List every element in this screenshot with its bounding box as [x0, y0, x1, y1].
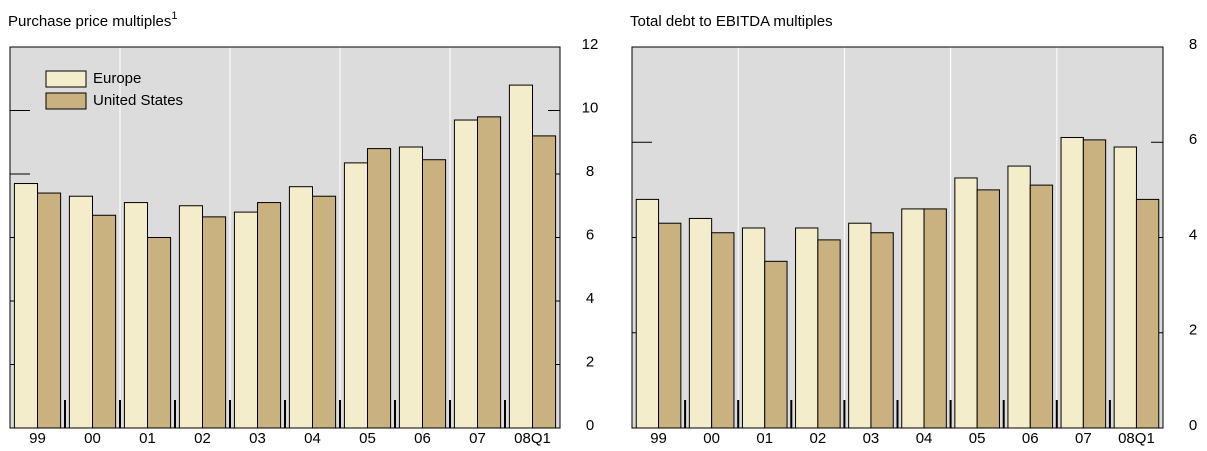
bar	[954, 177, 978, 429]
x-tick-label: 99	[650, 430, 667, 446]
bar	[68, 195, 94, 429]
legend-swatch	[45, 92, 87, 110]
bar	[453, 119, 478, 429]
bar	[635, 198, 660, 429]
y-tick-label: 0	[1189, 417, 1197, 434]
bar	[658, 222, 682, 429]
x-tick-label: 03	[863, 430, 880, 446]
bar	[312, 195, 337, 429]
bar	[1082, 139, 1107, 429]
bar	[923, 208, 947, 429]
bar	[477, 116, 502, 429]
bar	[795, 227, 819, 429]
chart-title: Purchase price multiples1	[8, 10, 178, 30]
bar	[711, 232, 735, 429]
legend-label: United States	[93, 92, 183, 109]
title-footnote: 1	[171, 10, 177, 22]
x-tick-label: 05	[359, 430, 376, 446]
x-tick-label: 04	[304, 430, 321, 446]
bar	[870, 232, 894, 429]
bar	[764, 260, 788, 429]
bar	[1029, 184, 1054, 429]
title-text: Total debt to EBITDA multiples	[630, 13, 833, 30]
bar	[1007, 165, 1031, 429]
bar	[508, 84, 533, 429]
x-tick-label: 99	[29, 430, 46, 446]
x-tick-label: 00	[84, 430, 101, 446]
y-tick-label: 8	[1189, 36, 1197, 53]
bar	[398, 146, 423, 429]
bar	[976, 189, 1000, 429]
x-tick-label: 06	[414, 430, 431, 446]
x-tick-label: 08Q1	[1118, 430, 1155, 446]
x-tick-label: 06	[1022, 430, 1039, 446]
bar	[1060, 136, 1084, 429]
y-tick-label: 0	[586, 417, 594, 434]
bar	[1113, 146, 1137, 429]
bar	[848, 222, 872, 429]
bar	[1135, 198, 1160, 429]
x-tick-label: 03	[249, 430, 266, 446]
legend-label: Europe	[93, 70, 141, 87]
bar	[37, 192, 62, 429]
legend-swatch	[45, 70, 87, 88]
x-tick-label: 04	[916, 430, 933, 446]
bar	[147, 237, 172, 429]
bar	[123, 202, 149, 429]
y-tick-label: 6	[586, 226, 594, 243]
x-tick-label: 02	[810, 430, 827, 446]
x-tick-label: 00	[703, 430, 720, 446]
title-text: Purchase price multiples	[8, 13, 171, 30]
bar	[233, 211, 258, 429]
bar	[901, 208, 925, 429]
bar	[13, 183, 38, 429]
x-tick-label: 01	[139, 430, 156, 446]
bar	[178, 205, 203, 429]
bar	[817, 239, 841, 429]
y-tick-label: 2	[586, 353, 594, 370]
bar	[202, 216, 227, 429]
y-tick-label: 2	[1189, 322, 1197, 339]
bar	[688, 217, 713, 429]
plot-frame	[9, 46, 561, 429]
y-tick-label: 12	[582, 36, 599, 53]
x-tick-label: 07	[469, 430, 486, 446]
x-tick-label: 02	[194, 430, 211, 446]
x-tick-label: 07	[1075, 430, 1092, 446]
bar	[257, 202, 282, 429]
x-tick-label: 01	[756, 430, 773, 446]
bar	[422, 159, 447, 429]
y-tick-label: 6	[1189, 131, 1197, 148]
plot-frame	[631, 46, 1164, 429]
bar	[532, 135, 557, 429]
y-tick-label: 10	[582, 99, 599, 116]
bar	[367, 148, 392, 429]
bar	[92, 214, 117, 429]
x-tick-label: 05	[969, 430, 986, 446]
x-tick-label: 08Q1	[514, 430, 551, 446]
y-tick-label: 8	[586, 163, 594, 180]
chart-title: Total debt to EBITDA multiples	[630, 13, 833, 30]
y-tick-label: 4	[586, 290, 594, 307]
bar	[741, 227, 766, 429]
bar	[288, 186, 313, 429]
bar	[343, 162, 368, 429]
y-tick-label: 4	[1189, 226, 1197, 243]
